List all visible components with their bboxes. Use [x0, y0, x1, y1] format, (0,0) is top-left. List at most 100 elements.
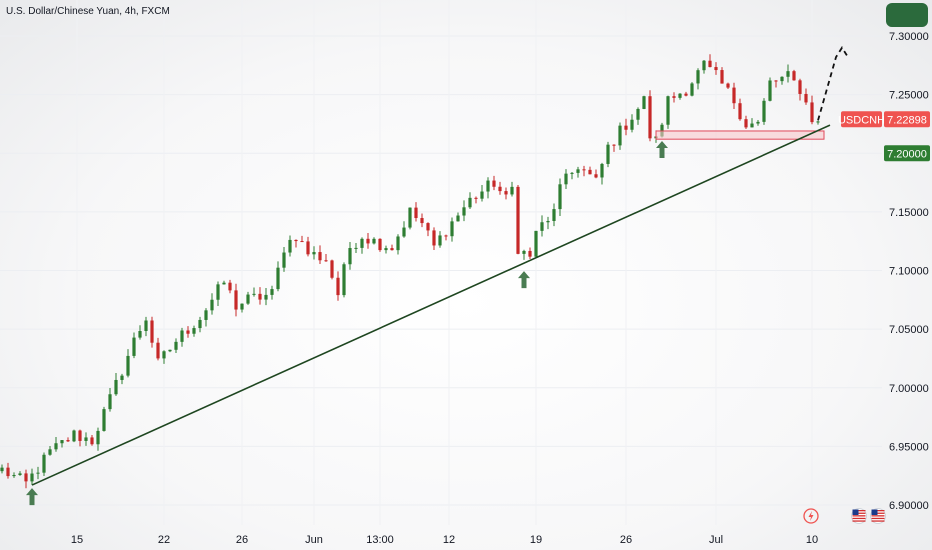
candle-body	[372, 238, 376, 244]
x-tick-label: 10	[806, 534, 818, 546]
candle-body	[300, 241, 304, 243]
candle-body	[714, 67, 718, 71]
candle-body	[666, 96, 670, 125]
candle-body	[600, 163, 604, 178]
candle-body	[234, 290, 238, 310]
candle-body	[330, 260, 334, 278]
candle-body	[42, 454, 46, 473]
projection-path[interactable]	[817, 46, 849, 121]
x-tick-label: 15	[71, 534, 83, 546]
symbol-tag	[841, 111, 882, 128]
candle-body	[342, 264, 346, 296]
candle-body	[378, 238, 382, 251]
candle-body	[672, 96, 676, 98]
candle-body	[144, 320, 148, 332]
candle-body	[30, 473, 34, 482]
x-tick-label: 19	[530, 534, 542, 546]
candle-body	[156, 342, 160, 359]
candle-body	[312, 252, 316, 255]
x-tick-label: 26	[236, 534, 248, 546]
candle-body	[24, 473, 28, 482]
candle-body	[390, 248, 394, 251]
flash-icon[interactable]	[803, 508, 819, 524]
candle-body	[432, 230, 436, 246]
candle-body	[522, 250, 526, 254]
price-axis[interactable]: 7.30000 7.25000 7.20000 7.15000 7.10000 7.050…	[889, 31, 929, 512]
bottom-icons[interactable]	[803, 508, 886, 524]
us-flag-icon[interactable]	[870, 508, 886, 524]
candle-body	[294, 239, 298, 242]
up-arrow-icon	[518, 271, 530, 289]
y-tick-label: 7.10000	[889, 266, 929, 278]
candle-body	[210, 299, 214, 311]
candle-body	[0, 467, 4, 472]
candle-body	[66, 440, 70, 442]
candle-body	[792, 71, 796, 81]
candle-body	[6, 467, 10, 477]
candle-body	[498, 186, 502, 192]
candle-body	[12, 474, 16, 477]
candle-body	[528, 250, 532, 257]
level-price-tag	[884, 145, 930, 162]
candle-body	[696, 70, 700, 84]
trend-line[interactable]	[31, 124, 831, 486]
current-price-label: 7.22898	[887, 114, 927, 126]
candle-body	[258, 293, 262, 300]
candle-body	[582, 169, 586, 171]
candles	[0, 54, 820, 489]
support-zone[interactable]	[655, 130, 825, 140]
candle-body	[438, 235, 442, 246]
candle-body	[558, 184, 562, 210]
candle-body	[738, 103, 742, 120]
x-tick-label: 22	[158, 534, 170, 546]
candle-body	[810, 102, 814, 123]
candle-body	[684, 93, 688, 96]
top-right-button[interactable]	[886, 3, 928, 27]
candle-body	[804, 93, 808, 103]
candle-body	[240, 303, 244, 310]
candle-body	[192, 328, 196, 334]
candle-body	[180, 330, 184, 342]
candle-body	[126, 355, 130, 376]
candle-body	[36, 472, 40, 474]
candle-body	[216, 284, 220, 300]
candle-body	[384, 248, 388, 251]
symbol-tag-label: USDCNH	[838, 114, 885, 126]
us-flag-icon[interactable]	[851, 508, 867, 524]
x-tick-label: Jun	[305, 534, 323, 546]
chart-title: U.S. Dollar/Chinese Yuan, 4h, FXCM	[6, 6, 170, 17]
candle-body	[174, 341, 178, 350]
candle-body	[54, 443, 58, 450]
candle-body	[768, 80, 772, 101]
drawing-overlays[interactable]	[31, 46, 849, 486]
candle-body	[354, 247, 358, 249]
candle-body	[624, 125, 628, 130]
up-arrow-icon	[26, 488, 38, 506]
flash-icon-glyph	[808, 511, 814, 521]
candle-body	[678, 93, 682, 98]
candle-body	[702, 60, 706, 71]
candle-body	[816, 121, 820, 123]
candle-body	[780, 76, 784, 82]
candle-body	[762, 100, 766, 122]
candle-body	[588, 169, 592, 175]
candle-body	[708, 60, 712, 68]
candle-body	[468, 197, 472, 208]
candle-body	[246, 294, 250, 304]
candle-body	[516, 186, 520, 254]
candle-body	[18, 473, 22, 475]
candle-body	[534, 230, 538, 257]
candle-body	[306, 241, 310, 255]
candle-body	[114, 379, 118, 395]
candle-body	[198, 319, 202, 329]
candle-body	[60, 440, 64, 444]
candle-body	[504, 191, 508, 195]
candle-body	[150, 320, 154, 343]
candle-body	[96, 430, 100, 445]
time-axis[interactable]: 15 22 26 Jun 13:00 12 19 26 Jul 10	[71, 534, 818, 546]
candle-body	[576, 169, 580, 173]
candle-body	[756, 121, 760, 124]
candle-body	[288, 239, 292, 253]
candle-body	[570, 172, 574, 174]
